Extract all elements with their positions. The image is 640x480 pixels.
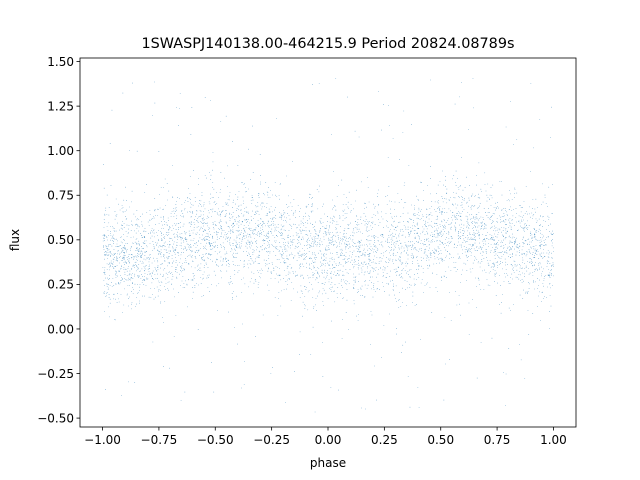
y-tick-label: 1.25 (47, 99, 74, 113)
y-tick-label: 0.00 (47, 322, 74, 336)
x-tick-label: 1.00 (540, 433, 567, 447)
x-tick-label: −1.00 (84, 433, 121, 447)
x-tick-label: −0.25 (253, 433, 290, 447)
y-tick-label: 0.50 (47, 233, 74, 247)
y-tick-label: 0.25 (47, 278, 74, 292)
y-tick-label: 0.75 (47, 189, 74, 203)
x-tick-label: 0.00 (315, 433, 342, 447)
y-axis-label: flux (8, 229, 22, 251)
x-tick-label: 0.75 (484, 433, 511, 447)
y-axis: −0.50 −0.25 0.00 0.25 0.50 0.75 1.00 1.25 1.50 (37, 55, 80, 425)
y-tick-label: 1.00 (47, 144, 74, 158)
x-axis: −1.00 −0.75 −0.50 −0.25 0.00 0.25 0.50 0.75 1.00 (84, 427, 567, 447)
x-axis-label: phase (310, 456, 346, 470)
x-tick-label: 0.50 (427, 433, 454, 447)
y-tick-label: −0.25 (37, 367, 74, 381)
x-tick-label: 0.25 (371, 433, 398, 447)
x-tick-label: −0.75 (141, 433, 178, 447)
x-tick-label: −0.50 (197, 433, 234, 447)
y-tick-label: 1.50 (47, 55, 74, 69)
chart-title: 1SWASPJ140138.00-464215.9 Period 20824.0… (142, 36, 515, 52)
y-tick-label: −0.50 (37, 411, 74, 425)
